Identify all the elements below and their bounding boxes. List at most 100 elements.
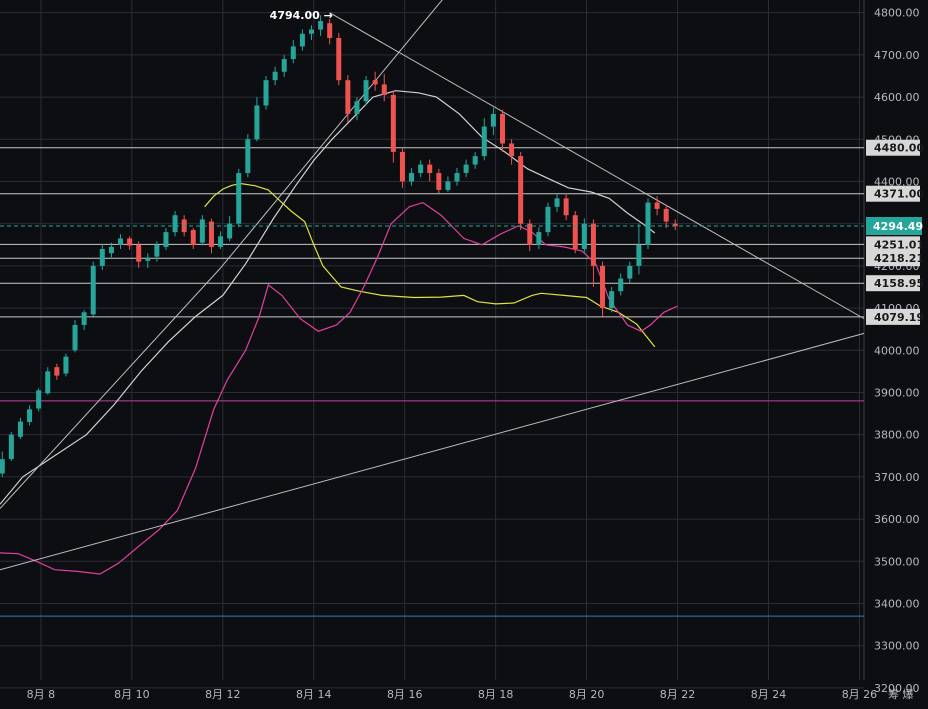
- candle-body: [509, 143, 515, 157]
- candle-body: [54, 367, 60, 376]
- date-tick-label[interactable]: 8月 22: [660, 688, 696, 701]
- candle-body: [490, 113, 496, 127]
- level-price-tag-label: 4480.00: [874, 142, 924, 155]
- date-tick-label[interactable]: 8月 20: [569, 688, 605, 701]
- date-tick-label[interactable]: 8月 16: [387, 688, 423, 701]
- candle-body: [645, 202, 651, 245]
- candle-body: [63, 356, 69, 374]
- candle-body: [472, 156, 478, 165]
- price-tick-label[interactable]: 3400.00: [874, 597, 920, 610]
- candle-body: [418, 164, 424, 174]
- trendline[interactable]: [0, 332, 865, 571]
- candle-body: [463, 164, 469, 174]
- candle-body: [527, 223, 533, 245]
- candle-body: [454, 173, 460, 182]
- date-tick-label[interactable]: 8月 14: [296, 688, 332, 701]
- time-axis[interactable]: 8月 8 8月 10 8月 12 8月 14 8月 16 8月 18 8月 20 8月 22 8…: [27, 688, 878, 701]
- indicator-line: [0, 201, 678, 575]
- candle-body: [208, 221, 214, 247]
- price-tick-label[interactable]: 3200.00: [874, 682, 920, 695]
- price-tick-label[interactable]: 4000.00: [874, 344, 920, 357]
- candle-body: [381, 84, 387, 95]
- candle-body: [581, 223, 587, 249]
- trendlines[interactable]: [0, 0, 865, 571]
- candle-body: [609, 291, 615, 309]
- chart-grid: [0, 0, 865, 689]
- current-price-tag: [866, 216, 922, 235]
- candle-body: [354, 101, 360, 114]
- date-tick-label[interactable]: 8月 18: [478, 688, 514, 701]
- candle-body: [254, 105, 260, 140]
- candle-body: [409, 173, 415, 182]
- price-tick-label[interactable]: 3300.00: [874, 640, 920, 653]
- price-tick-label[interactable]: 4700.00: [874, 49, 920, 62]
- candle-body: [108, 246, 114, 254]
- date-tick-label[interactable]: 8月 12: [205, 688, 241, 701]
- level-price-tag: [866, 236, 920, 253]
- level-price-tag: [866, 139, 920, 156]
- candle-body: [399, 151, 405, 182]
- candle-body: [136, 244, 142, 262]
- candle-body: [390, 94, 396, 152]
- trendline[interactable]: [0, 267, 221, 509]
- candle-body: [245, 139, 251, 174]
- candle-body: [8, 434, 14, 460]
- date-tick-label[interactable]: 8月 26: [842, 688, 878, 701]
- candle-body: [590, 223, 596, 266]
- level-price-tag-label: 4371.00: [874, 188, 924, 201]
- price-tick-label[interactable]: 4800.00: [874, 7, 920, 20]
- candle-body: [499, 113, 505, 144]
- candle-body: [118, 238, 124, 245]
- horizontal-levels[interactable]: [0, 147, 864, 318]
- indicator-line: [0, 90, 656, 505]
- candle-body: [163, 232, 169, 247]
- candle-body: [636, 244, 642, 266]
- candle-body: [372, 80, 378, 85]
- peak-annotation: 4794.00 →: [270, 9, 333, 22]
- trendline[interactable]: [220, 0, 446, 269]
- candle-body: [308, 29, 314, 34]
- price-tick-label[interactable]: 3900.00: [874, 386, 920, 399]
- candle-body: [290, 46, 296, 60]
- candle-body: [600, 265, 606, 309]
- trendline[interactable]: [329, 12, 865, 320]
- level-price-tag-label: 4251.01: [874, 238, 924, 251]
- level-price-tag: [866, 185, 920, 202]
- candle-body: [218, 236, 224, 247]
- extra-level-lines: [0, 400, 864, 617]
- candle-body: [481, 126, 487, 157]
- candle-body: [90, 265, 96, 315]
- level-price-tag-label: 4158.95: [874, 277, 924, 290]
- price-tick-label[interactable]: 3500.00: [874, 555, 920, 568]
- price-tick-label[interactable]: 4600.00: [874, 91, 920, 104]
- level-price-tag: [866, 275, 920, 292]
- date-tick-label[interactable]: 8月 24: [751, 688, 787, 701]
- candle-body: [618, 278, 624, 292]
- indicator-line: [204, 182, 656, 348]
- date-tick-label[interactable]: 8月 10: [114, 688, 150, 701]
- candle-body: [318, 21, 324, 30]
- price-tick-label[interactable]: 3700.00: [874, 471, 920, 484]
- candle-body: [627, 265, 633, 279]
- price-tick-label[interactable]: 4400.00: [874, 175, 920, 188]
- candle-body: [345, 80, 351, 114]
- axis-corner-label[interactable]: 筹 爆: [888, 687, 914, 701]
- candle-body: [518, 156, 524, 224]
- price-tick-label[interactable]: 3800.00: [874, 429, 920, 442]
- candle-body: [272, 71, 278, 81]
- candle-body: [445, 181, 451, 190]
- candlesticks: [0, 15, 678, 477]
- candle-body: [663, 208, 669, 222]
- date-tick-label[interactable]: 8月 8: [27, 688, 56, 701]
- candle-body: [154, 244, 160, 257]
- candle-body: [536, 232, 542, 245]
- candle-body: [199, 219, 205, 243]
- candle-body: [127, 238, 133, 246]
- candle-body: [327, 23, 333, 38]
- candle-body: [436, 173, 442, 190]
- candle-body: [554, 198, 560, 207]
- price-axis[interactable]: 3200.00 3300.00 3400.00 3500.00 3600.00 3700.…: [874, 7, 920, 695]
- price-tick-label[interactable]: 3600.00: [874, 513, 920, 526]
- candle-body: [72, 324, 78, 351]
